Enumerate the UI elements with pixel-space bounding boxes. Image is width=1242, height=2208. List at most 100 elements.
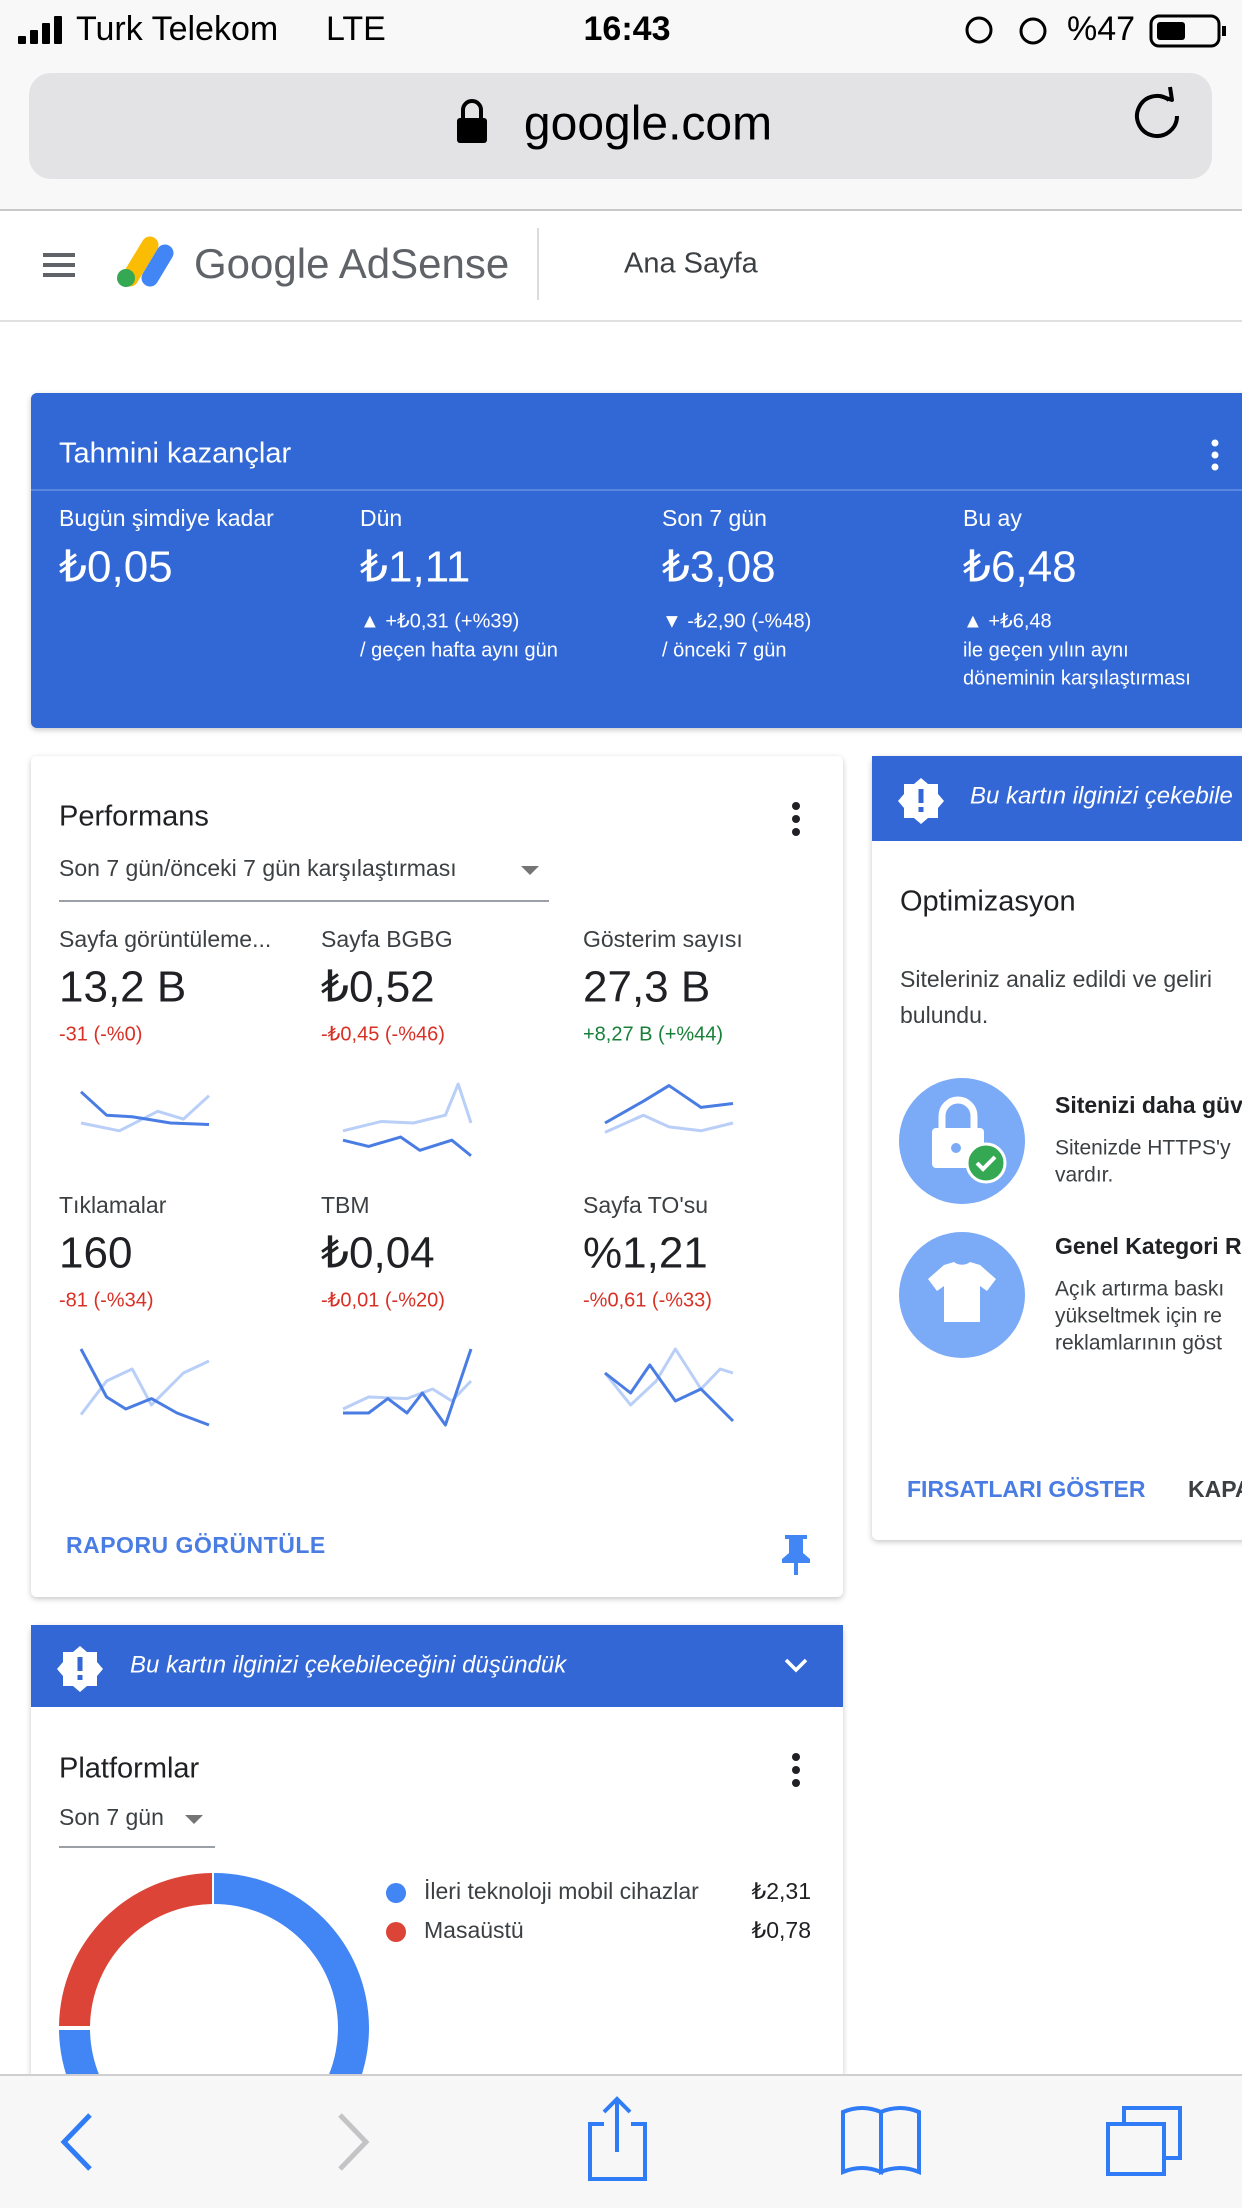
item-text: reklamlarının göst bbox=[1055, 1332, 1222, 1355]
earnings-note: / önceki 7 gün bbox=[662, 639, 787, 661]
brand: Google AdSense bbox=[194, 240, 509, 287]
sparkline bbox=[79, 1090, 210, 1127]
reload-button[interactable] bbox=[1135, 86, 1179, 138]
metric-change: +8,27 B (+%44) bbox=[583, 1023, 723, 1045]
earnings-value: ₺0,05 bbox=[59, 543, 173, 592]
item-text: Açık artırma baskı bbox=[1055, 1278, 1224, 1301]
item-title: Genel Kategori R bbox=[1055, 1233, 1242, 1259]
earnings-change: ▲ +₺6,48 bbox=[963, 610, 1052, 632]
time: 16:43 bbox=[584, 10, 671, 48]
earnings-change: ▼ -₺2,90 (-%48) bbox=[662, 610, 811, 632]
status-icons bbox=[965, 14, 1226, 48]
period-dropdown[interactable] bbox=[185, 1815, 203, 1824]
period[interactable]: Son 7 gün/önceki 7 gün karşılaştırması bbox=[59, 855, 457, 881]
earnings-note: ile geçen yılın aynı bbox=[963, 639, 1129, 661]
sparkline bbox=[604, 1084, 734, 1125]
metric-label: Gösterim sayısı bbox=[583, 926, 743, 952]
metric-value: 160 bbox=[59, 1229, 132, 1278]
alert-icon bbox=[898, 778, 944, 824]
category-icon bbox=[899, 1232, 1025, 1358]
performance-menu[interactable] bbox=[792, 802, 800, 836]
metric-label: Sayfa görüntüleme... bbox=[59, 926, 271, 952]
performance-card bbox=[31, 756, 843, 1597]
earnings-label: Bugün şimdiye kadar bbox=[59, 505, 274, 531]
banner-text: Bu kartın ilginizi çekebileceğini düşünd… bbox=[130, 1651, 568, 1678]
card-title: Tahmini kazançlar bbox=[59, 438, 291, 470]
metric-label: Tıklamalar bbox=[59, 1192, 167, 1218]
toolbar bbox=[0, 2075, 1242, 2208]
share-button[interactable] bbox=[588, 2096, 647, 2181]
metric-change: -₺0,45 (-%46) bbox=[321, 1023, 445, 1045]
menu-button[interactable] bbox=[43, 253, 75, 277]
signal-icon bbox=[18, 16, 62, 44]
legend-value: ₺2,31 bbox=[752, 1878, 811, 1904]
item-text: yükseltmek için re bbox=[1055, 1305, 1222, 1328]
bookmarks-button[interactable] bbox=[841, 2106, 921, 2176]
show-button[interactable]: FIRSATLARI GÖSTER bbox=[907, 1476, 1146, 1502]
description: bulundu. bbox=[900, 1002, 988, 1028]
earnings-value: ₺3,08 bbox=[662, 543, 776, 592]
collapse-chevron[interactable] bbox=[784, 1658, 808, 1673]
network: LTE bbox=[326, 10, 386, 48]
battery: %47 bbox=[1067, 10, 1135, 48]
sparkline bbox=[342, 1135, 472, 1157]
sparkline bbox=[603, 1347, 734, 1407]
description: Siteleriniz analiz edildi ve geliri bbox=[900, 966, 1212, 992]
metric-change: -%0,61 (-%33) bbox=[583, 1289, 712, 1311]
metric-value: %1,21 bbox=[583, 1229, 708, 1278]
earnings-value: ₺1,11 bbox=[360, 543, 470, 592]
card-title: Performans bbox=[59, 801, 209, 833]
forward-button[interactable] bbox=[338, 2113, 370, 2171]
donut-chart bbox=[59, 1873, 369, 2183]
card-title: Optimizasyon bbox=[900, 886, 1076, 918]
sparkline bbox=[342, 1082, 473, 1133]
earnings-label: Bu ay bbox=[963, 505, 1022, 531]
pin-icon[interactable] bbox=[782, 1535, 810, 1575]
earnings-change: ▲ +₺0,31 (+%39) bbox=[360, 610, 519, 632]
platforms-menu[interactable] bbox=[792, 1753, 800, 1787]
sparkline bbox=[80, 1094, 211, 1133]
back-button[interactable] bbox=[60, 2113, 92, 2171]
platforms-banner bbox=[31, 1625, 843, 1707]
metric-change: -₺0,01 (-%20) bbox=[321, 1289, 445, 1311]
item-text: Sitenizde HTTPS'y bbox=[1055, 1137, 1231, 1160]
lock-icon bbox=[457, 99, 487, 143]
item-text: vardır. bbox=[1055, 1164, 1113, 1187]
tabs-button[interactable] bbox=[1106, 2106, 1182, 2176]
legend-dot bbox=[386, 1883, 406, 1903]
earnings-note: döneminin karşılaştırması bbox=[963, 667, 1191, 689]
legend-value: ₺0,78 bbox=[752, 1917, 811, 1943]
metric-change: -31 (-%0) bbox=[59, 1023, 142, 1045]
earnings-label: Son 7 gün bbox=[662, 505, 767, 531]
platforms-card bbox=[31, 1625, 843, 2208]
legend-name: Masaüstü bbox=[424, 1917, 524, 1943]
item-title: Sitenizi daha güv bbox=[1055, 1092, 1242, 1118]
url[interactable]: google.com bbox=[524, 98, 772, 151]
earnings-card bbox=[31, 393, 1242, 728]
metric-value: ₺0,04 bbox=[321, 1229, 435, 1278]
earnings-label: Dün bbox=[360, 505, 402, 531]
legend-name: İleri teknoloji mobil cihazlar bbox=[424, 1878, 699, 1904]
sparkline bbox=[343, 1348, 473, 1427]
url-bar[interactable] bbox=[29, 73, 1212, 179]
close-button[interactable]: KAPA bbox=[1188, 1476, 1242, 1502]
alert-icon bbox=[57, 1646, 103, 1692]
metric-value: 13,2 B bbox=[59, 963, 186, 1012]
period[interactable]: Son 7 gün bbox=[59, 1804, 164, 1830]
https-icon bbox=[899, 1078, 1025, 1204]
metric-label: Sayfa BGBG bbox=[321, 926, 453, 952]
earnings-value: ₺6,48 bbox=[963, 543, 1077, 592]
legend-dot bbox=[386, 1922, 406, 1942]
card-title: Platformlar bbox=[59, 1753, 200, 1785]
sparkline bbox=[79, 1348, 210, 1427]
earnings-menu[interactable] bbox=[1211, 439, 1219, 471]
period-dropdown[interactable] bbox=[521, 866, 539, 875]
metric-value: ₺0,52 bbox=[321, 963, 435, 1012]
metric-change: -81 (-%34) bbox=[59, 1289, 153, 1311]
metric-label: Sayfa TO'su bbox=[583, 1192, 708, 1218]
report-button[interactable]: RAPORU GÖRÜNTÜLE bbox=[66, 1532, 326, 1558]
sparkline bbox=[604, 1113, 734, 1134]
metric-label: TBM bbox=[321, 1192, 370, 1218]
